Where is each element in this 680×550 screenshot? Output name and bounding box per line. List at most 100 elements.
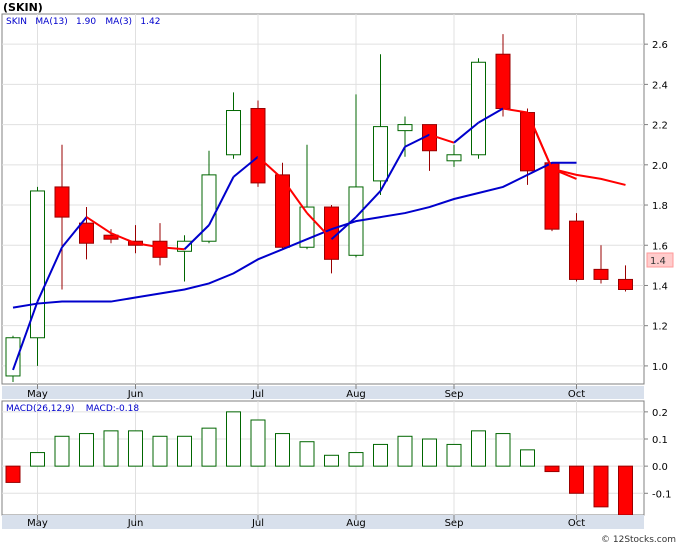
- price-x-axis-band: [2, 386, 644, 399]
- ma3-segment: [110, 232, 136, 245]
- macd-x-tick-label: Aug: [346, 518, 366, 529]
- ma3-segment: [404, 133, 430, 148]
- price-panel: 1.0 1.2 1.4 1.6 1.8 2.0 2.2 2.4 2.6 May Jun Jul Aug…: [1, 1, 674, 400]
- macd-bar: [495, 433, 511, 467]
- price-y-tick-label: 2.4: [652, 80, 668, 91]
- watermark: © 12Stocks.com: [601, 535, 676, 545]
- macd-bar: [520, 449, 535, 467]
- macd-bar: [422, 438, 437, 467]
- legend-item: MA(13): [35, 17, 67, 27]
- candle-body: [177, 240, 192, 252]
- macd-legend: MACD(26,12,9) MACD:-0.18: [6, 404, 139, 414]
- ma3-segment: [453, 121, 480, 144]
- macd-x-tick-label: May: [27, 518, 48, 529]
- price-x-tick-label: Oct: [568, 389, 585, 400]
- price-y-tick-label: 1.0: [652, 362, 668, 373]
- ma3-segment: [135, 242, 161, 249]
- macd-bar: [373, 443, 388, 467]
- macd-plot-area: [1, 400, 645, 516]
- ma3-segment: [85, 216, 112, 235]
- price-y-axis: 1.0 1.2 1.4 1.6 1.8 2.0 2.2 2.4 2.6: [644, 40, 668, 373]
- candle-body: [152, 240, 168, 258]
- price-candles: [5, 34, 633, 382]
- macd-bar: [103, 430, 119, 467]
- candle-body: [446, 154, 462, 162]
- macd-y-tick-label: 0.1: [652, 435, 668, 446]
- legend-item: MACD:-0.18: [86, 404, 140, 414]
- macd-y-axis: 0.2 0.1 0.0 -0.1: [644, 408, 672, 500]
- macd-bar: [324, 454, 339, 467]
- macd-bar: [226, 411, 241, 467]
- macd-bar: [397, 435, 413, 467]
- macd-bar: [177, 435, 192, 467]
- macd-bar: [250, 419, 266, 467]
- moving-average-lines: [12, 107, 626, 371]
- candle-body: [618, 278, 633, 290]
- price-x-tick-label: Jul: [251, 389, 264, 400]
- macd-bar: [593, 465, 609, 508]
- macd-x-tick-label: Sep: [445, 518, 464, 529]
- candle-body: [201, 174, 217, 242]
- macd-panel: 0.2 0.1 0.0 -0.1 May Jun Jul Aug Sep Oct MACD(26…: [1, 400, 672, 529]
- price-x-tick-label: Sep: [445, 389, 464, 400]
- macd-bar: [544, 465, 560, 473]
- legend-item: MACD(26,12,9): [6, 404, 74, 414]
- price-y-tick-label: 1.6: [652, 241, 668, 252]
- candle-body: [373, 126, 388, 182]
- macd-bar: [5, 465, 21, 483]
- candle-body: [495, 53, 511, 110]
- candle-body: [226, 110, 241, 156]
- candle-body: [593, 268, 609, 280]
- price-y-tick-label: 2.2: [652, 121, 668, 132]
- macd-x-tick-label: Jul: [251, 518, 264, 529]
- legend-item: MA(3): [105, 17, 132, 27]
- legend-item: 1.42: [140, 17, 160, 27]
- macd-bar: [79, 433, 94, 467]
- price-y-tick-label: 2.6: [652, 40, 668, 51]
- price-plot-area: [1, 13, 645, 385]
- candle-body: [30, 190, 45, 339]
- candle-body: [54, 186, 70, 218]
- ma3-segment: [281, 178, 308, 214]
- price-x-tick-label: Jun: [127, 389, 144, 400]
- ma3-segment: [159, 246, 185, 251]
- macd-bar: [152, 435, 168, 467]
- price-y-tick-label: 1.8: [652, 201, 668, 212]
- price-x-tick-label: May: [27, 389, 48, 400]
- macd-bar: [446, 443, 462, 467]
- legend-item: 1.90: [76, 17, 96, 27]
- ma3-segment: [208, 176, 235, 226]
- macd-x-tick-label: Oct: [568, 518, 585, 529]
- legend-item: SKIN: [6, 17, 27, 27]
- macd-bar: [30, 452, 45, 467]
- ma3-segment: [502, 107, 528, 114]
- candle-body: [5, 337, 21, 377]
- macd-bar: [569, 465, 584, 494]
- ma3-segment: [379, 146, 406, 192]
- macd-y-tick-label: -0.1: [652, 489, 672, 500]
- macd-bar: [128, 430, 143, 467]
- macd-bar: [201, 427, 217, 467]
- macd-bar: [299, 441, 315, 467]
- price-y-tick-label: 2.0: [652, 161, 668, 172]
- ma3-segment: [306, 212, 333, 240]
- candle-body: [569, 220, 584, 280]
- ma3-recent-line: [526, 112, 626, 186]
- ma13-line: [12, 161, 577, 309]
- macd-x-tick-label: Jun: [127, 518, 144, 529]
- chart-title: (SKIN): [3, 1, 43, 14]
- candle-body: [520, 112, 535, 172]
- price-x-tick-label: Aug: [346, 389, 366, 400]
- price-y-tick-label: 1.4: [652, 281, 668, 292]
- macd-bar: [618, 465, 633, 516]
- ma3-segment: [183, 224, 210, 250]
- candle-body: [544, 162, 560, 230]
- macd-x-axis: May Jun Jul Aug Sep Oct: [27, 515, 585, 529]
- price-legend: SKIN MA(13) 1.90 MA(3) 1.42: [6, 17, 160, 27]
- candle-body: [250, 108, 266, 184]
- ma3-segment: [61, 216, 88, 248]
- candle-body: [397, 124, 413, 132]
- macd-y-tick-label: 0.0: [652, 462, 668, 473]
- macd-bar: [54, 435, 70, 467]
